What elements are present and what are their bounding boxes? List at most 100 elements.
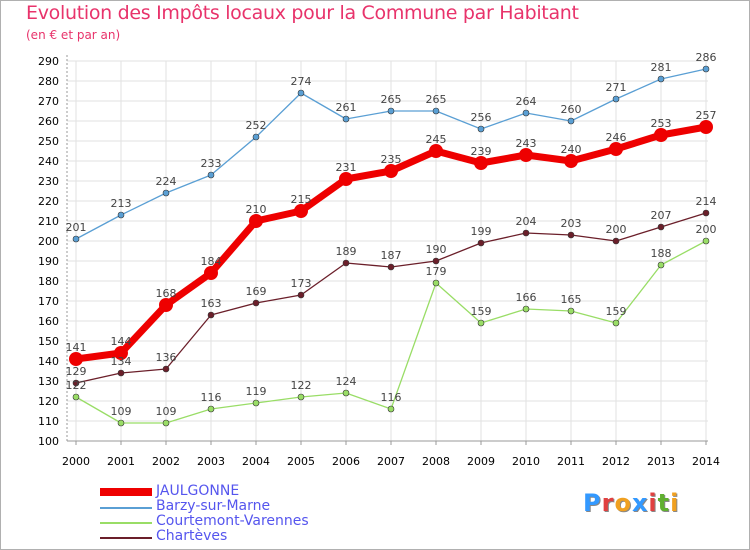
x-tick-label: 2014 [692,455,720,468]
point-courtemont-varennes [297,393,305,401]
point-charteves [567,231,575,239]
y-tick-labels: 100 110 120 130 140 150 160 170 180 190 200 210 220 2… [38,55,59,448]
point-jaulgonne [294,204,308,218]
y-tick-label: 110 [38,415,59,428]
data-label-courtemont-varennes: 109 [156,405,177,418]
point-jaulgonne [654,128,668,142]
data-label-jaulgonne: 253 [651,117,672,130]
point-jaulgonne [114,346,128,360]
point-charteves [207,311,215,319]
x-tick-label: 2000 [62,455,90,468]
point-courtemont-varennes [567,307,575,315]
data-label-jaulgonne: 141 [66,341,87,354]
data-label-courtemont-varennes: 124 [336,375,357,388]
point-jaulgonne [69,352,83,366]
y-tick-label: 100 [38,435,59,448]
logo-letter: i [648,489,658,517]
y-tick-label: 160 [38,315,59,328]
point-barzy-sur-marne [117,211,125,219]
y-tick-label: 150 [38,335,59,348]
point-barzy-sur-marne [612,95,620,103]
data-label-barzy-sur-marne: 201 [66,221,87,234]
point-courtemont-varennes [387,405,395,413]
x-tick-labels: 2000 2001 2002 2003 2004 2005 2006 2007 2008 2009… [62,455,720,468]
data-label-courtemont-varennes: 109 [111,405,132,418]
point-courtemont-varennes [432,279,440,287]
data-label-jaulgonne: 168 [156,287,177,300]
data-label-courtemont-varennes: 122 [66,379,87,392]
point-courtemont-varennes [207,405,215,413]
point-courtemont-varennes [657,261,665,269]
data-label-jaulgonne: 243 [516,137,537,150]
data-label-jaulgonne: 257 [696,109,717,122]
x-tick-label: 2007 [377,455,405,468]
x-tick-label: 2001 [107,455,135,468]
data-label-jaulgonne: 215 [291,193,312,206]
legend-swatch-charteves [100,537,152,539]
point-barzy-sur-marne [207,171,215,179]
x-tick-label: 2012 [602,455,630,468]
point-courtemont-varennes [72,393,80,401]
x-tick-label: 2013 [647,455,675,468]
line-chart: 2000 2001 2002 2003 2004 2005 2006 2007 2008 2009… [38,51,720,468]
data-label-courtemont-varennes: 122 [291,379,312,392]
y-tick-label: 290 [38,55,59,68]
y-tick-label: 220 [38,195,59,208]
logo-letter: o [614,489,632,517]
data-label-courtemont-varennes: 166 [516,291,537,304]
data-label-courtemont-varennes: 159 [606,305,627,318]
data-label-barzy-sur-marne: 260 [561,103,582,116]
proxiti-logo: Proxiti [583,489,679,517]
data-label-charteves: 204 [516,215,537,228]
data-label-barzy-sur-marne: 281 [651,61,672,74]
point-barzy-sur-marne [477,125,485,133]
data-label-barzy-sur-marne: 271 [606,81,627,94]
x-tick-label: 2006 [332,455,360,468]
y-tick-label: 190 [38,255,59,268]
point-barzy-sur-marne [72,235,80,243]
legend-swatch-courtemont [100,522,152,524]
data-label-barzy-sur-marne: 265 [381,93,402,106]
x-tick-label: 2008 [422,455,450,468]
point-charteves [432,257,440,265]
point-jaulgonne [204,266,218,280]
point-jaulgonne [384,164,398,178]
chart-title: Evolution des Impôts locaux pour la Comm… [26,2,579,24]
data-label-jaulgonne: 246 [606,131,627,144]
point-charteves [342,259,350,267]
point-charteves [117,369,125,377]
point-courtemont-varennes [342,389,350,397]
point-charteves [252,299,260,307]
point-barzy-sur-marne [522,109,530,117]
point-jaulgonne [564,154,578,168]
point-barzy-sur-marne [252,133,260,141]
point-jaulgonne [159,298,173,312]
point-jaulgonne [474,156,488,170]
logo-letter: i [670,489,680,517]
point-jaulgonne [249,214,263,228]
legend-label-barzy: Barzy-sur-Marne [156,498,271,514]
data-label-barzy-sur-marne: 265 [426,93,447,106]
data-label-charteves: 189 [336,245,357,258]
data-label-jaulgonne: 210 [246,203,267,216]
data-label-charteves: 203 [561,217,582,230]
point-jaulgonne [429,144,443,158]
point-barzy-sur-marne [657,75,665,83]
legend-label-jaulgonne: JAULGONNE [156,483,240,499]
data-label-jaulgonne: 235 [381,153,402,166]
data-label-barzy-sur-marne: 213 [111,197,132,210]
legend-label-charteves: Chartèves [156,528,228,544]
legend-label-courtemont: Courtemont-Varennes [156,513,309,529]
data-label-courtemont-varennes: 200 [696,223,717,236]
data-label-charteves: 214 [696,195,717,208]
x-tick-label: 2003 [197,455,225,468]
data-label-charteves: 173 [291,277,312,290]
point-barzy-sur-marne [387,107,395,115]
data-label-courtemont-varennes: 116 [201,391,222,404]
data-label-jaulgonne: 239 [471,145,492,158]
data-label-jaulgonne: 231 [336,161,357,174]
point-charteves [387,263,395,271]
y-tick-label: 170 [38,295,59,308]
point-courtemont-varennes [252,399,260,407]
y-tick-label: 210 [38,215,59,228]
